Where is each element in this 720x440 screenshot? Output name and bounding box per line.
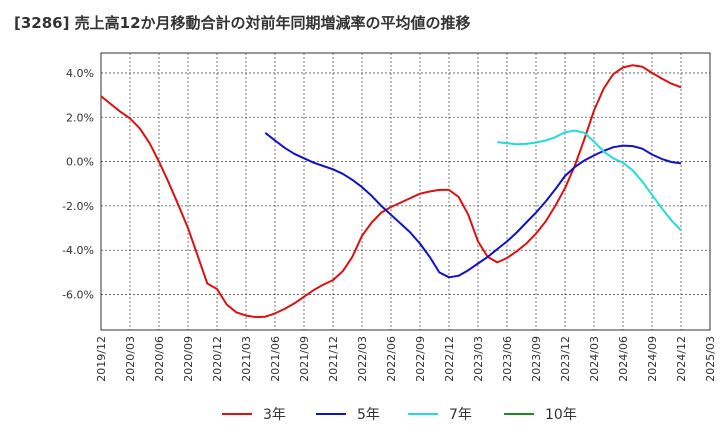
y-tick-label: 0.0% xyxy=(66,156,94,169)
legend-label: 3年 xyxy=(263,407,286,423)
x-tick-label: 2024/12 xyxy=(675,336,688,382)
x-tick-label: 2024/06 xyxy=(617,336,630,382)
y-tick-label: -6.0% xyxy=(62,289,94,302)
x-tick-label: 2022/03 xyxy=(356,336,369,382)
y-tick-label: 2.0% xyxy=(66,111,94,124)
legend: 3年 5年 7年 10年 xyxy=(222,407,577,423)
horizontal-gridlines xyxy=(101,72,710,295)
x-tick-label: 2021/03 xyxy=(240,336,253,382)
series-lines xyxy=(100,64,682,319)
x-tick-label: 2022/06 xyxy=(385,336,398,382)
x-tick-label: 2020/09 xyxy=(182,336,195,382)
plot-area-background xyxy=(101,53,710,330)
x-axis-tick-labels: 2019/12 2020/03 2020/06 2020/09 2020/12 2021/… xyxy=(95,336,717,382)
x-tick-label: 2022/12 xyxy=(443,336,456,382)
legend-label: 7年 xyxy=(449,407,472,423)
y-tick-label: -4.0% xyxy=(62,244,94,257)
series-line-7年 xyxy=(497,129,682,231)
x-tick-label: 2020/06 xyxy=(153,336,166,382)
x-tick-label: 2023/09 xyxy=(530,336,543,382)
x-tick-label: 2024/03 xyxy=(588,336,601,382)
x-tick-label: 2019/12 xyxy=(95,336,108,382)
x-tick-label: 2022/09 xyxy=(414,336,427,382)
x-tick-label: 2021/12 xyxy=(327,336,340,382)
x-tick-label: 2023/06 xyxy=(501,336,514,382)
x-tick-label: 2023/12 xyxy=(559,336,572,382)
x-tick-label: 2024/09 xyxy=(646,336,659,382)
x-tick-label: 2025/03 xyxy=(704,336,717,382)
series-line-5年 xyxy=(264,132,682,279)
y-tick-label: 4.0% xyxy=(66,67,94,80)
x-tick-label: 2020/03 xyxy=(124,336,137,382)
x-tick-label: 2021/09 xyxy=(298,336,311,382)
plot-area-frame xyxy=(100,52,711,331)
x-tick-label: 2023/03 xyxy=(472,336,485,382)
x-tick-label: 2020/12 xyxy=(211,336,224,382)
y-tick-label: -2.0% xyxy=(62,200,94,213)
x-tick-label: 2021/06 xyxy=(269,336,282,382)
legend-label: 5年 xyxy=(357,407,380,423)
series-line-3年 xyxy=(100,64,682,319)
legend-label: 10年 xyxy=(545,407,577,423)
chart-title: [3286] 売上高12か月移動合計の対前年同期増減率の平均値の推移 xyxy=(14,14,471,32)
y-axis-tick-labels: 4.0% 2.0% 0.0% -2.0% -4.0% -6.0% xyxy=(62,67,94,302)
